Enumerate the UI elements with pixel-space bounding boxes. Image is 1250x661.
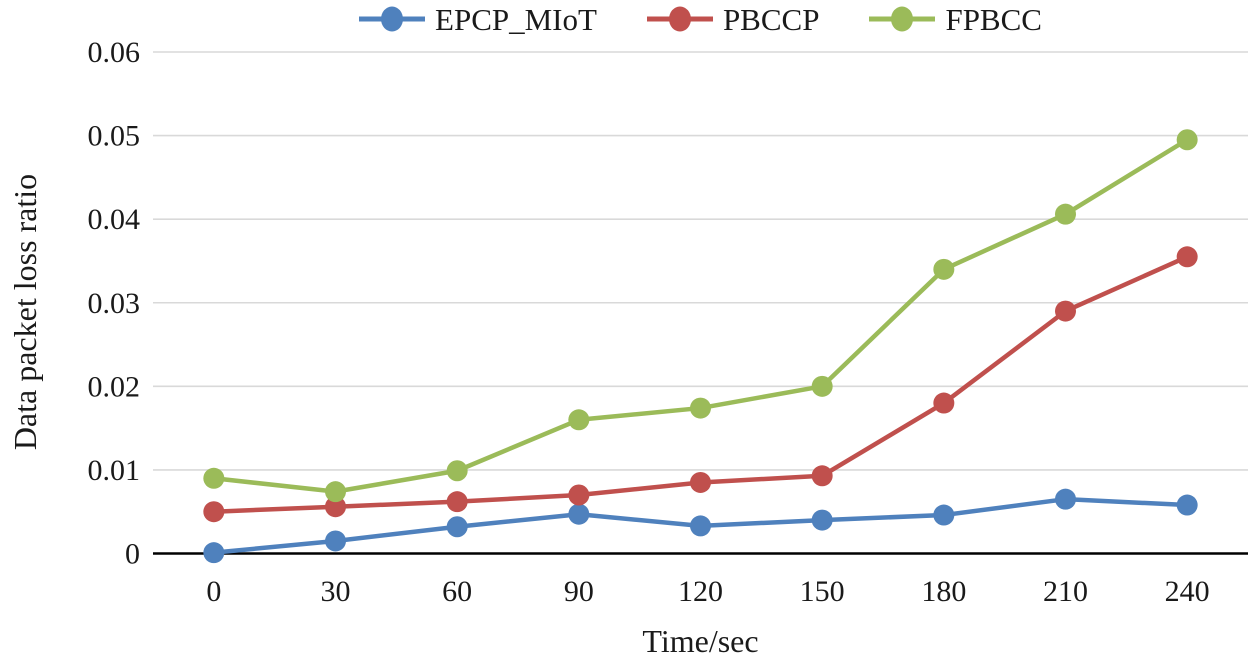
data-point-PBCCP bbox=[1176, 246, 1198, 268]
chart-legend: EPCP_MIoT PBCCP FPBCC bbox=[153, 0, 1248, 38]
y-tick-label: 0.04 bbox=[88, 203, 141, 236]
y-tick-label: 0.01 bbox=[88, 454, 141, 487]
y-tick-label: 0.05 bbox=[88, 120, 141, 153]
x-tick-label: 210 bbox=[1043, 575, 1088, 608]
data-point-EPCP_MIoT bbox=[933, 504, 955, 526]
data-point-EPCP_MIoT bbox=[203, 542, 225, 564]
data-point-EPCP_MIoT bbox=[446, 516, 468, 538]
data-point-EPCP_MIoT bbox=[325, 530, 346, 552]
x-tick-label: 60 bbox=[442, 575, 472, 608]
x-tick-label: 90 bbox=[564, 575, 594, 608]
x-tick-label: 180 bbox=[921, 575, 966, 608]
series-line-FPBCC bbox=[213, 137, 1189, 494]
data-point-PBCCP bbox=[690, 471, 711, 493]
data-point-EPCP_MIoT bbox=[568, 503, 590, 525]
data-point-PBCCP bbox=[325, 496, 346, 518]
legend-item-PBCCP: PBCCP bbox=[646, 1, 820, 37]
legend-marker-icon bbox=[359, 6, 426, 32]
y-tick-label: 0 bbox=[125, 538, 140, 571]
x-tick-label: 120 bbox=[678, 575, 723, 608]
data-point-EPCP_MIoT bbox=[690, 515, 711, 537]
data-point-PBCCP bbox=[568, 484, 590, 506]
data-point-FPBCC bbox=[811, 375, 833, 397]
data-point-EPCP_MIoT bbox=[811, 509, 833, 531]
legend-label: PBCCP bbox=[722, 1, 820, 37]
x-tick-label: 0 bbox=[206, 575, 221, 608]
y-axis-title: Data packet loss ratio bbox=[7, 173, 43, 451]
data-point-PBCCP bbox=[811, 465, 833, 487]
y-tick-label: 0.06 bbox=[88, 36, 141, 69]
data-point-FPBCC bbox=[325, 481, 346, 503]
data-point-FPBCC bbox=[203, 467, 225, 489]
data-point-PBCCP bbox=[1055, 300, 1076, 322]
x-tick-label: 30 bbox=[321, 575, 351, 608]
data-point-EPCP_MIoT bbox=[1055, 488, 1076, 510]
x-axis-title: Time/sec bbox=[642, 623, 759, 659]
data-point-PBCCP bbox=[203, 501, 225, 523]
legend-label: FPBCC bbox=[945, 1, 1042, 37]
legend-item-EPCP_MIoT: EPCP_MIoT bbox=[359, 4, 597, 35]
legend-label: EPCP_MIoT bbox=[435, 1, 597, 37]
y-tick-label: 0.03 bbox=[88, 287, 141, 320]
x-tick-label: 150 bbox=[800, 575, 845, 608]
x-tick-label: 240 bbox=[1165, 575, 1210, 608]
y-tick-label: 0.02 bbox=[88, 370, 141, 403]
data-point-FPBCC bbox=[690, 397, 711, 419]
data-point-EPCP_MIoT bbox=[1176, 494, 1198, 516]
data-point-PBCCP bbox=[446, 491, 468, 513]
legend-marker-icon bbox=[869, 6, 936, 32]
data-point-FPBCC bbox=[446, 460, 468, 482]
legend-item-FPBCC: FPBCC bbox=[869, 4, 1042, 35]
data-point-FPBCC bbox=[1176, 129, 1198, 151]
legend-marker-icon bbox=[646, 6, 713, 32]
data-point-FPBCC bbox=[1055, 203, 1076, 225]
data-point-PBCCP bbox=[933, 392, 955, 414]
data-point-FPBCC bbox=[933, 258, 955, 280]
data-point-FPBCC bbox=[568, 409, 590, 431]
